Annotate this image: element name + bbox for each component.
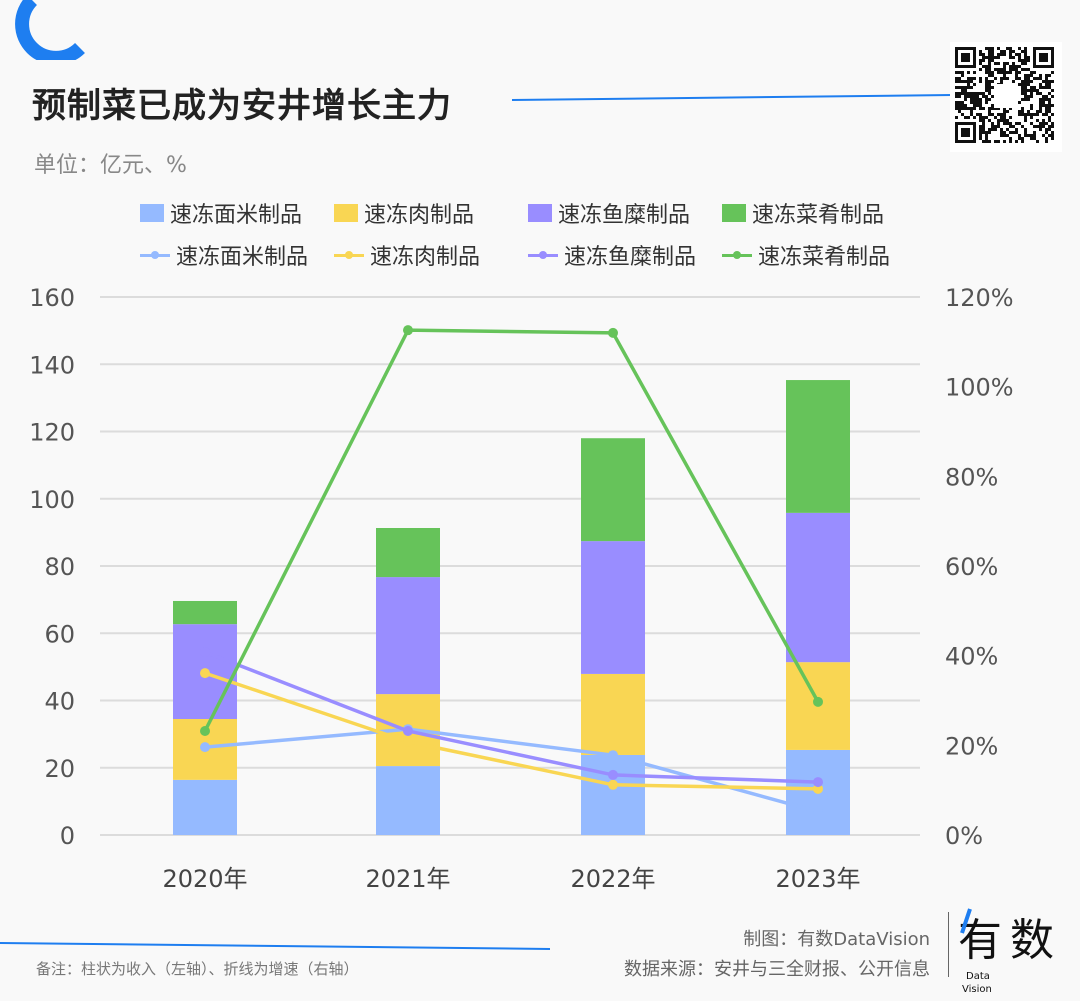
series-line: [204, 671, 819, 791]
x-axis-tick: 2023年: [775, 865, 860, 893]
legend-label: 速冻面米制品: [176, 245, 309, 270]
line-point: [608, 779, 618, 790]
legend-swatch: [334, 204, 358, 222]
legend-item-line[interactable]: 速冻面米制品: [140, 239, 308, 271]
bar-segment: [376, 577, 440, 695]
left-axis-tick: 0: [60, 822, 75, 850]
legend-item-bar[interactable]: 速冻肉制品: [334, 197, 474, 229]
legend-line-marker: [334, 245, 364, 265]
bar-segment: [786, 380, 850, 513]
legend-item-bar[interactable]: 速冻面米制品: [140, 197, 302, 229]
chart-area: 0 20 40 60 80 100 120 140 160 0% 20% 40% 60% 80% 100% 1…: [29, 284, 1014, 893]
chart-maker: 制图：有数DataVision: [743, 929, 930, 950]
legend-swatch: [140, 204, 164, 222]
x-axis-tick: 2022年: [570, 865, 655, 893]
bar-segment: [376, 766, 440, 835]
data-source: 数据来源：安井与三全财报、公开信息: [624, 959, 930, 980]
left-axis-tick: 120: [29, 419, 75, 447]
legend-item-bar[interactable]: 速冻鱼糜制品: [528, 197, 690, 229]
legend-line-marker: [528, 245, 558, 265]
svg-text:Vision: Vision: [962, 984, 992, 995]
bar-segment: [173, 779, 237, 835]
bar-segment: [786, 512, 850, 663]
legend-label: 速冻鱼糜制品: [558, 203, 691, 228]
x-axis-tick: 2021年: [365, 865, 450, 893]
qr-code[interactable]: [950, 42, 1062, 152]
legend-item-bar[interactable]: 速冻菜肴制品: [722, 197, 884, 229]
legend-item-line[interactable]: 速冻鱼糜制品: [528, 239, 696, 271]
legend-label: 速冻面米制品: [170, 203, 303, 228]
line-point: [813, 777, 823, 788]
right-axis-tick: 60%: [945, 553, 998, 581]
line-point: [813, 806, 823, 817]
series-line: [203, 328, 820, 732]
line-point: [200, 647, 210, 658]
bar-segment: [581, 673, 645, 755]
line-point: [200, 742, 210, 753]
left-axis-tick: 60: [44, 620, 75, 648]
legend-label: 速冻鱼糜制品: [564, 245, 697, 270]
chart-title: 预制菜已成为安井增长主力: [32, 86, 452, 126]
left-axis-tick: 80: [44, 553, 75, 581]
line-point: [608, 769, 618, 780]
legend-swatch: [528, 204, 552, 222]
title-divider: [512, 94, 952, 101]
unit-label: 单位：亿元、%: [34, 153, 187, 178]
legend-label: 速冻肉制品: [364, 203, 475, 228]
right-axis-tick: 100%: [945, 374, 1014, 402]
bar-segment: [173, 600, 237, 625]
footnote: 备注：柱状为收入（左轴）、折线为增速（右轴）: [36, 960, 359, 978]
line-point: [403, 736, 413, 747]
x-axis-tick: 2020年: [162, 865, 247, 893]
svg-text:Data: Data: [966, 971, 990, 982]
line-point: [403, 325, 413, 336]
line-point: [813, 696, 823, 707]
bar-segment: [581, 541, 645, 674]
legend-line-marker: [140, 245, 170, 265]
right-axis-tick: 120%: [945, 284, 1014, 312]
left-axis-tick: 160: [29, 284, 75, 312]
right-axis-tick: 40%: [945, 643, 998, 671]
legend-label: 速冻菜肴制品: [752, 203, 885, 228]
legend-item-line[interactable]: 速冻肉制品: [334, 239, 480, 271]
series-line: [204, 727, 819, 814]
line-point: [403, 725, 413, 736]
right-axis-tick: 0%: [945, 822, 983, 850]
brand-arc-decoration: [15, 0, 85, 60]
legend-item-line[interactable]: 速冻菜肴制品: [722, 239, 890, 271]
line-point: [608, 750, 618, 761]
series-line: [204, 650, 819, 784]
legend-label: 速冻肉制品: [370, 245, 481, 270]
footer-separator: [948, 912, 949, 977]
left-axis-tick: 100: [29, 486, 75, 514]
line-point: [608, 327, 618, 338]
right-axis-tick: 20%: [945, 732, 998, 760]
right-axis-tick: 80%: [945, 463, 998, 491]
bar-segment: [581, 754, 645, 835]
line-point: [200, 668, 210, 679]
legend-line-marker: [722, 245, 752, 265]
left-axis-tick: 20: [44, 755, 75, 783]
bar-segment: [581, 438, 645, 542]
left-axis-tick: 40: [44, 688, 75, 716]
datavision-logo: 有 数 Data Vision: [958, 908, 1054, 995]
line-point: [200, 725, 210, 736]
legend-label: 速冻菜肴制品: [758, 245, 891, 270]
bar-segment: [376, 528, 440, 578]
svg-text:数: 数: [1010, 915, 1054, 966]
legend-swatch: [722, 204, 746, 222]
footer-divider: [0, 942, 551, 950]
left-axis-tick: 140: [29, 351, 75, 379]
